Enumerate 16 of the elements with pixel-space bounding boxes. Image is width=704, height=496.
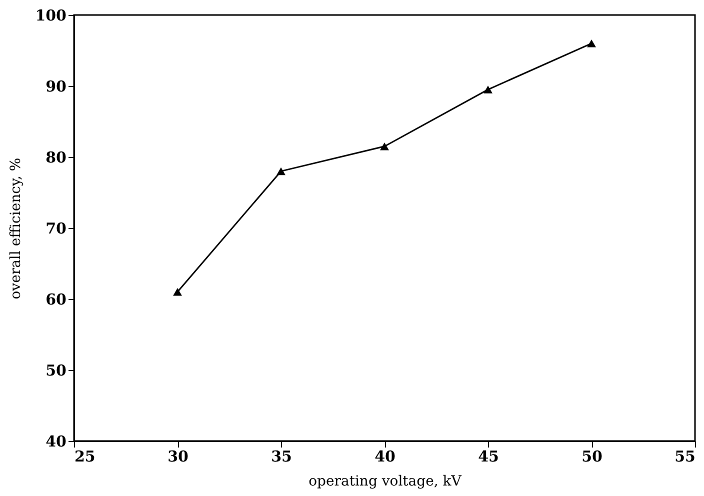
x-tick-label: 40: [374, 448, 396, 466]
y-tick-label: 60: [46, 290, 66, 308]
y-tick-label: 50: [46, 362, 66, 380]
x-tick-label: 25: [74, 448, 96, 466]
y-tick-label: 90: [46, 78, 66, 96]
x-tick-label: 30: [168, 448, 188, 466]
x-tick-label: 55: [674, 448, 696, 466]
y-tick-label: 40: [46, 432, 66, 450]
y-tick-label: 100: [35, 6, 66, 24]
x-tick-label: 50: [582, 448, 602, 466]
x-tick-label: 45: [478, 448, 499, 466]
y-tick-label: 80: [46, 148, 66, 166]
y-tick-label: 70: [46, 220, 66, 238]
y-axis-title: overall efficiency, %: [8, 158, 24, 300]
x-tick-label: 35: [271, 448, 292, 466]
x-axis-title: operating voltage, kV: [308, 474, 462, 490]
